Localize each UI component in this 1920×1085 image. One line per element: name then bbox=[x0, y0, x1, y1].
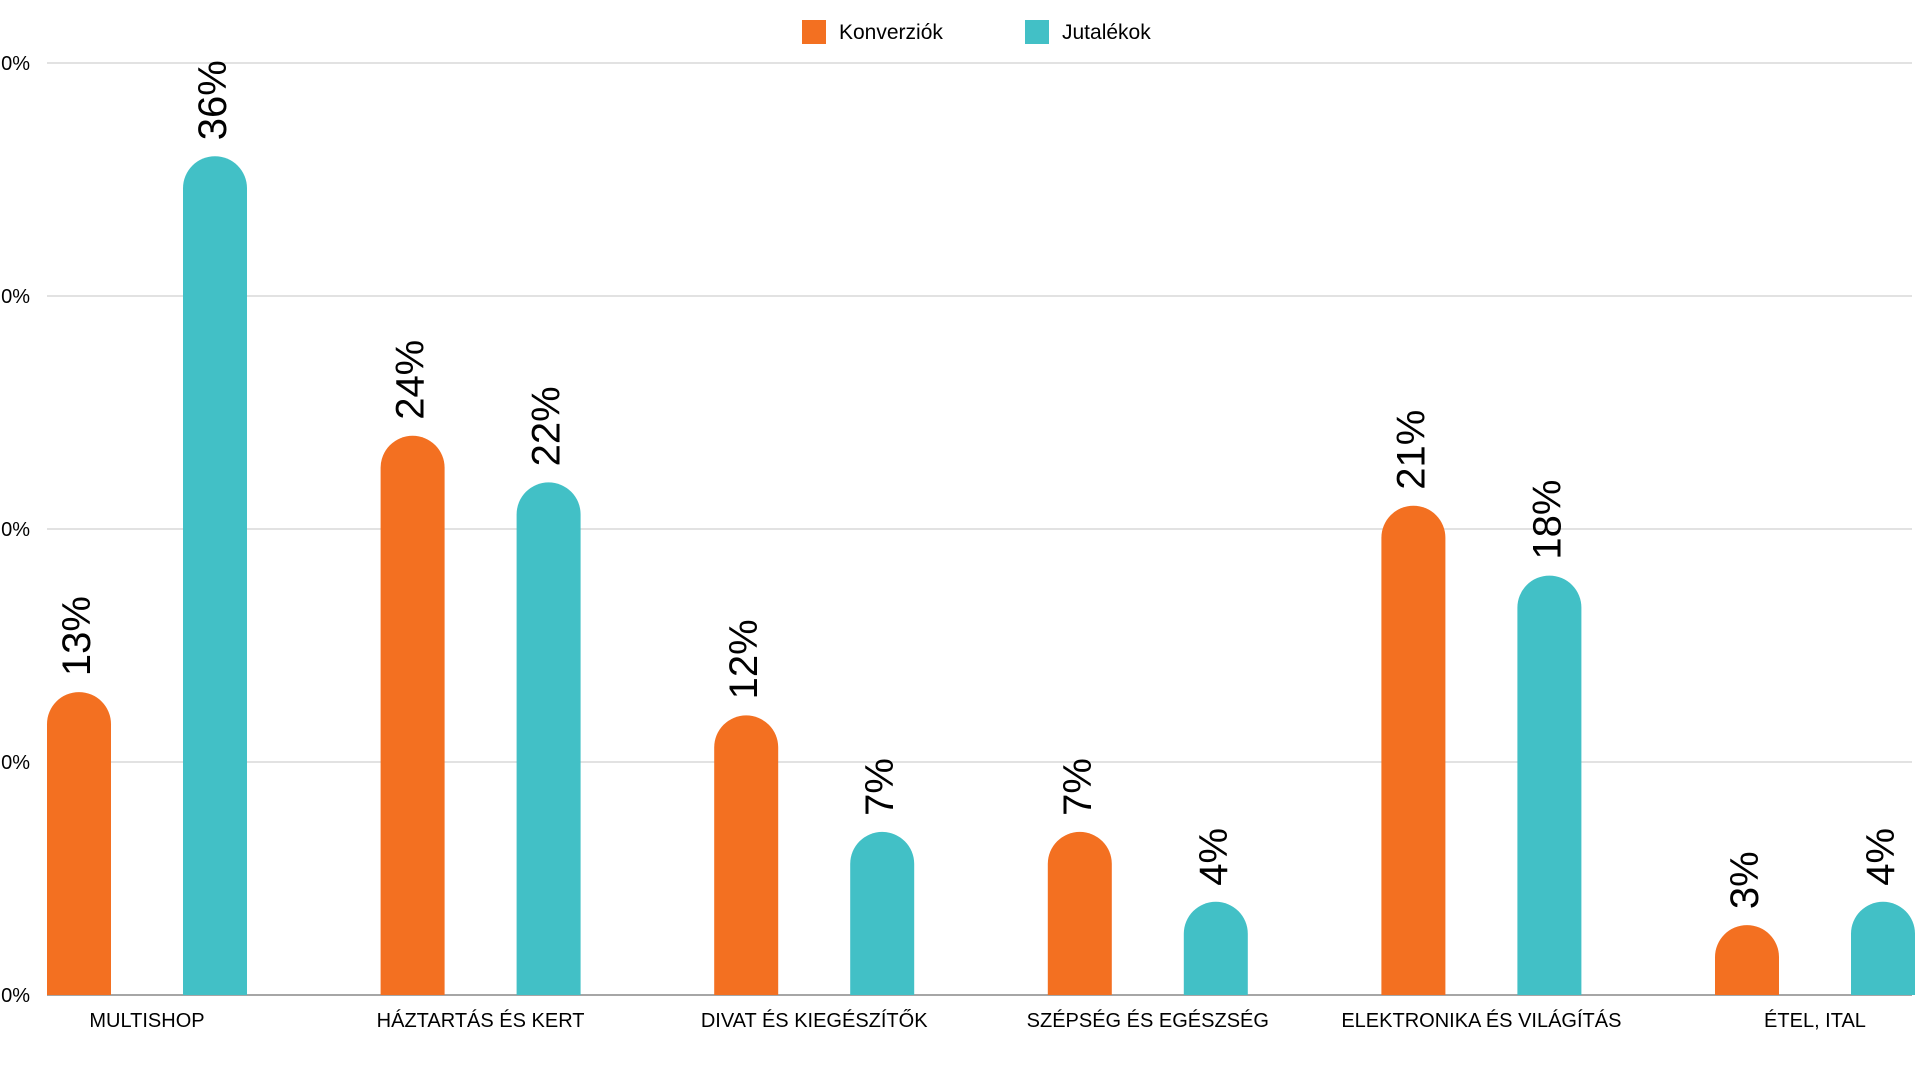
data-label: 7% bbox=[858, 758, 902, 816]
legend-jutalekok-swatch bbox=[1025, 20, 1049, 44]
x-tick-label: MULTISHOP bbox=[89, 1010, 204, 1032]
data-label: 18% bbox=[1525, 480, 1569, 560]
bar-konverziok bbox=[1715, 925, 1779, 995]
bar-jutalekok bbox=[183, 156, 247, 995]
data-label: 21% bbox=[1389, 410, 1433, 490]
bar-konverziok bbox=[714, 715, 779, 995]
data-label: 13% bbox=[55, 596, 99, 676]
bar-konverziok bbox=[1047, 831, 1112, 995]
data-label: 7% bbox=[1056, 758, 1100, 816]
bar-jutalekok bbox=[516, 482, 581, 995]
x-tick-label: SZÉPSÉG ÉS EGÉSZSÉG bbox=[1027, 1009, 1269, 1032]
legend-konverziok-label: Konverziók bbox=[839, 21, 943, 44]
bar-jutalekok bbox=[850, 831, 915, 995]
data-label: 36% bbox=[191, 60, 235, 140]
y-tick-label: 0% bbox=[1, 286, 30, 308]
x-tick-label: DIVAT ÉS KIEGÉSZÍTŐK bbox=[701, 1009, 928, 1032]
x-tick-label: ÉTEL, ITAL bbox=[1764, 1009, 1866, 1032]
x-tick-label: HÁZTARTÁS ÉS KERT bbox=[377, 1009, 585, 1032]
legend-konverziok-swatch bbox=[802, 20, 826, 44]
data-label: 4% bbox=[1192, 828, 1236, 886]
bar-jutalekok bbox=[1183, 901, 1248, 995]
x-tick-label: ELEKTRONIKA ÉS VILÁGÍTÁS bbox=[1341, 1009, 1621, 1032]
bar-konverziok bbox=[1381, 505, 1446, 995]
y-tick-label: 0% bbox=[1, 519, 30, 541]
bar-jutalekok bbox=[1517, 575, 1582, 995]
legend-jutalekok-label: Jutalékok bbox=[1062, 21, 1151, 44]
data-label: 4% bbox=[1859, 828, 1903, 886]
bar-konverziok bbox=[380, 435, 445, 995]
y-tick-label: 0% bbox=[1, 985, 30, 1007]
data-label: 3% bbox=[1723, 851, 1767, 909]
data-label: 12% bbox=[722, 619, 766, 699]
y-tick-label: 0% bbox=[1, 53, 30, 75]
y-tick-label: 0% bbox=[1, 752, 30, 774]
data-label: 24% bbox=[389, 340, 433, 420]
bar-konverziok bbox=[47, 692, 111, 995]
bar-jutalekok bbox=[1851, 901, 1915, 995]
data-label: 22% bbox=[525, 386, 569, 466]
